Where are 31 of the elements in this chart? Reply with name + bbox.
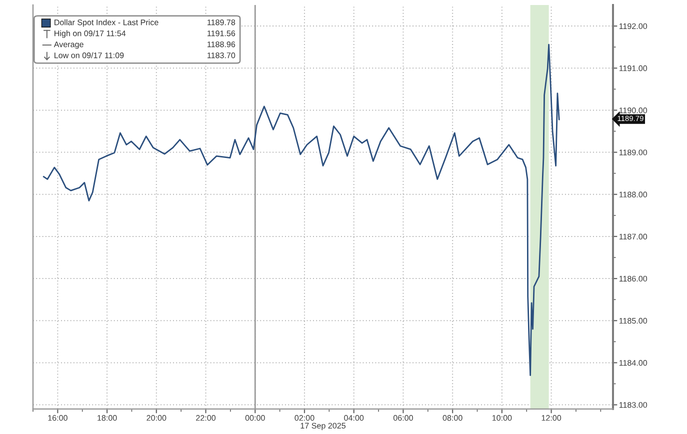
y-tick-label: 1190.00 [619,108,648,114]
x-tick-label: 16:00 [48,415,68,421]
line-series [43,44,560,376]
y-tick-label: 1183.00 [619,402,648,408]
x-tick-label: 12:00 [542,415,562,421]
x-tick-label: 02:00 [294,415,314,421]
x-tick-label: 20:00 [146,415,166,421]
annotation: 1189.78 [208,20,236,26]
x-tick-label: 00:00 [245,415,265,421]
x-tick-label: 22:00 [196,415,216,421]
x-tick-label: 18:00 [98,415,117,421]
annotation: Low on 09/17 11:09 [54,52,124,58]
y-tick-label: 1186.00 [619,276,648,282]
annotation: 1191.56 [208,30,236,36]
y-tick-label: 1187.00 [619,234,648,240]
x-tick-label: 06:00 [393,415,413,421]
y-tick-label: 1184.00 [619,360,648,366]
annotation: 1183.70 [208,52,236,58]
x-axis-title: 17 Sep 2025 [300,422,346,430]
y-tick-label: 1188.00 [619,192,648,198]
legend-label: Dollar Spot Index - Last Price [54,19,158,27]
annotation: Average [54,42,84,49]
annotation: High on 09/17 11:54 [54,30,126,38]
x-tick-label: 08:00 [442,415,462,421]
y-tick-label: 1192.00 [619,23,648,30]
y-tick-label: 1189.00 [619,150,648,156]
annotation: 1188.96 [208,41,236,48]
x-tick-label: 10:00 [492,415,512,421]
x-tick-label: 04:00 [344,415,364,421]
y-tick-label: 1191.00 [619,65,648,72]
y-tick-label: 1185.00 [619,318,648,324]
